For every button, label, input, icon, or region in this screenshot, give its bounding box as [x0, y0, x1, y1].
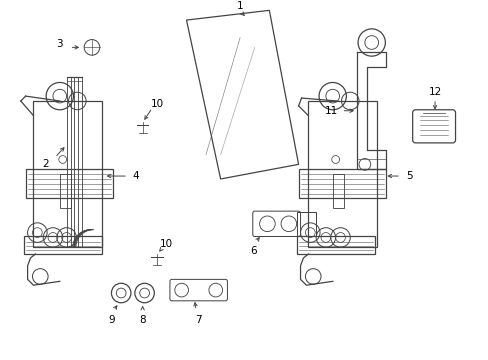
- Text: 8: 8: [139, 315, 145, 325]
- Text: 11: 11: [324, 106, 337, 116]
- Text: 10: 10: [160, 239, 173, 249]
- Text: 2: 2: [42, 159, 48, 169]
- Text: 12: 12: [427, 87, 441, 97]
- Text: 10: 10: [150, 99, 163, 109]
- Text: 1: 1: [236, 1, 243, 11]
- Text: 5: 5: [405, 171, 411, 181]
- Text: 3: 3: [56, 40, 63, 49]
- Text: 6: 6: [250, 246, 257, 256]
- Text: 4: 4: [133, 171, 139, 181]
- Text: 9: 9: [108, 315, 115, 325]
- Text: 7: 7: [195, 315, 201, 325]
